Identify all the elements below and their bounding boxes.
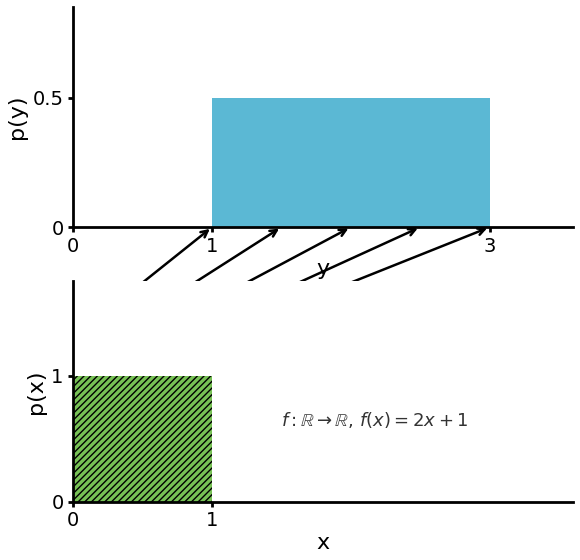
Y-axis label: p(x): p(x) (26, 369, 46, 414)
Bar (212, 97, 490, 227)
X-axis label: x: x (317, 533, 329, 553)
Text: $f:\mathbb{R}\rightarrow\mathbb{R},\, f(x)=2x+1$: $f:\mathbb{R}\rightarrow\mathbb{R},\, f(… (281, 410, 469, 430)
Bar (73, 376, 212, 502)
X-axis label: y: y (317, 259, 329, 279)
Bar (73, 376, 212, 502)
Y-axis label: p(y): p(y) (7, 95, 27, 139)
